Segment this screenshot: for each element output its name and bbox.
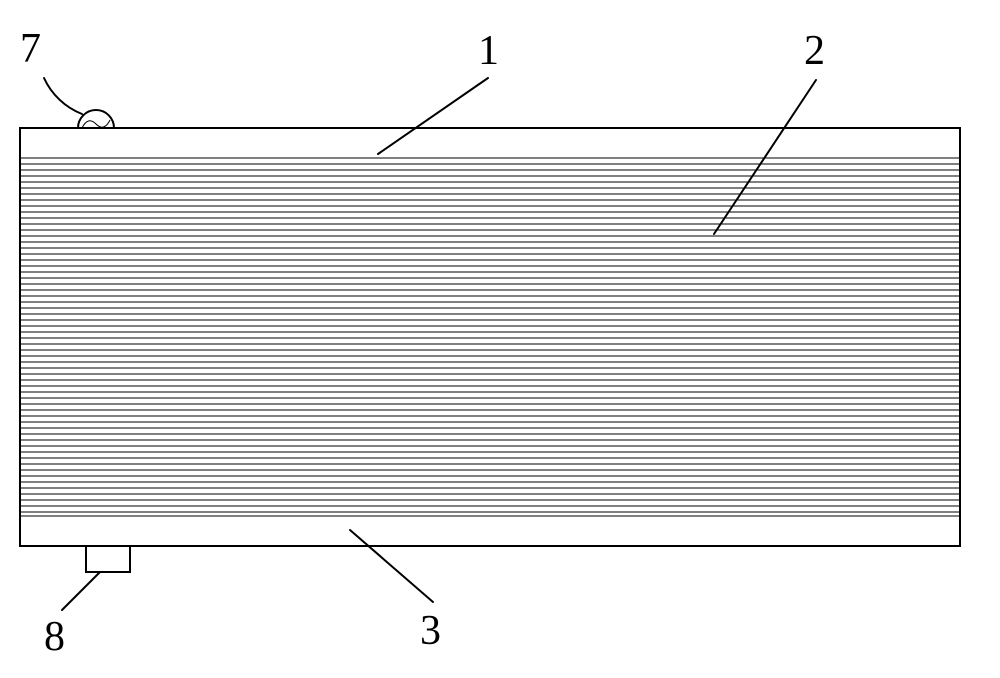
hatch-band bbox=[20, 158, 960, 516]
diagram-canvas: 1 2 3 7 8 bbox=[0, 0, 1000, 678]
features bbox=[78, 110, 130, 572]
feature-7-squiggle bbox=[82, 120, 110, 128]
label-7: 7 bbox=[20, 28, 41, 70]
label-3: 3 bbox=[420, 610, 441, 652]
outer-box bbox=[20, 128, 960, 546]
diagram-svg bbox=[0, 0, 1000, 678]
label-1: 1 bbox=[478, 30, 499, 72]
label-8: 8 bbox=[44, 616, 65, 658]
feature-8-tab bbox=[86, 546, 130, 572]
label-2: 2 bbox=[804, 30, 825, 72]
